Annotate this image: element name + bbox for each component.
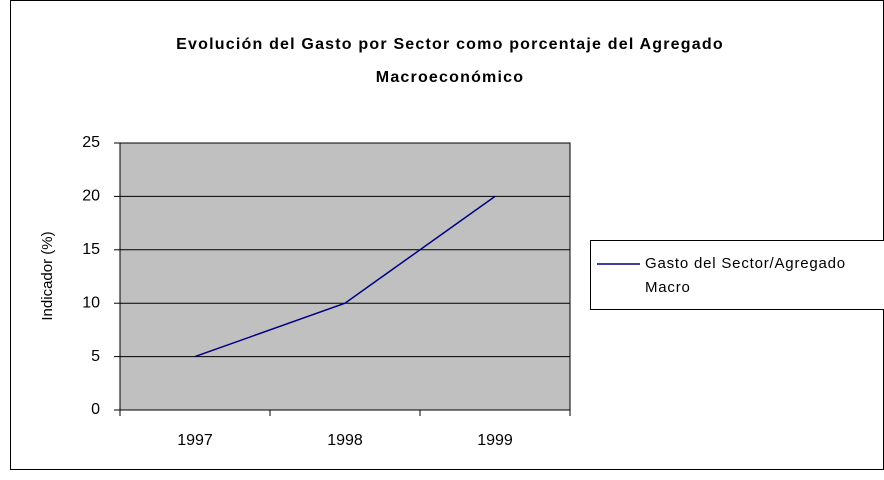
y-axis-label: Indicador (%)	[39, 231, 56, 320]
y-tick-label: 10	[82, 294, 100, 311]
x-tick-label: 1997	[177, 432, 213, 449]
legend-label: Gasto del Sector/Agregado Macro	[645, 255, 846, 296]
y-tick-label: 15	[82, 241, 100, 258]
legend-box	[590, 240, 884, 310]
x-tick-label: 1998	[327, 432, 363, 449]
y-tick-label: 25	[82, 134, 100, 151]
y-tick-label: 20	[82, 188, 100, 205]
y-tick-label: 5	[91, 348, 100, 365]
plot-area	[119, 142, 571, 411]
x-tick-label: 1999	[477, 432, 513, 449]
chart-title: Evolución del Gasto por Sector como porc…	[176, 36, 724, 86]
data-line	[194, 195, 496, 358]
y-tick-label: 0	[91, 401, 100, 418]
